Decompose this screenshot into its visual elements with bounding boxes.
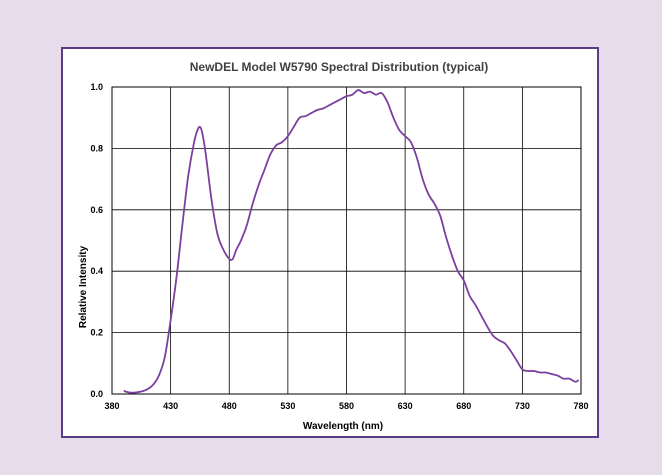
x-tick-label: 580: [339, 401, 354, 411]
x-tick-label: 680: [456, 401, 471, 411]
x-tick-label: 380: [104, 401, 119, 411]
y-tick-label: 0.6: [90, 205, 103, 215]
y-tick-label: 0.4: [90, 266, 103, 276]
grid: [111, 86, 582, 395]
y-tick-labels: 0.0 0.2 0.4 0.6 0.8 1.0: [90, 82, 103, 399]
spectral-chart: NewDEL Model W5790 Spectral Distribution…: [78, 60, 589, 432]
x-axis-label: Wavelength (nm): [303, 421, 383, 432]
x-tick-label: 530: [280, 401, 295, 411]
y-tick-label: 1.0: [90, 82, 103, 92]
x-tick-label: 730: [515, 401, 530, 411]
spectrum-line: [123, 89, 580, 394]
x-tick-labels: 380 430 480 530 580 630 680 730 780: [104, 401, 588, 411]
chart-frame: NewDEL Model W5790 Spectral Distribution…: [61, 47, 599, 438]
y-tick-label: 0.0: [90, 389, 103, 399]
plot-border: [111, 86, 582, 395]
y-tick-label: 0.8: [90, 143, 103, 153]
y-tick-label: 0.2: [90, 328, 103, 338]
chart-title: NewDEL Model W5790 Spectral Distribution…: [190, 60, 489, 74]
x-tick-label: 430: [163, 401, 178, 411]
x-tick-label: 780: [573, 401, 588, 411]
y-axis-label: Relative Intensity: [78, 245, 89, 328]
x-tick-label: 480: [222, 401, 237, 411]
x-tick-label: 630: [398, 401, 413, 411]
